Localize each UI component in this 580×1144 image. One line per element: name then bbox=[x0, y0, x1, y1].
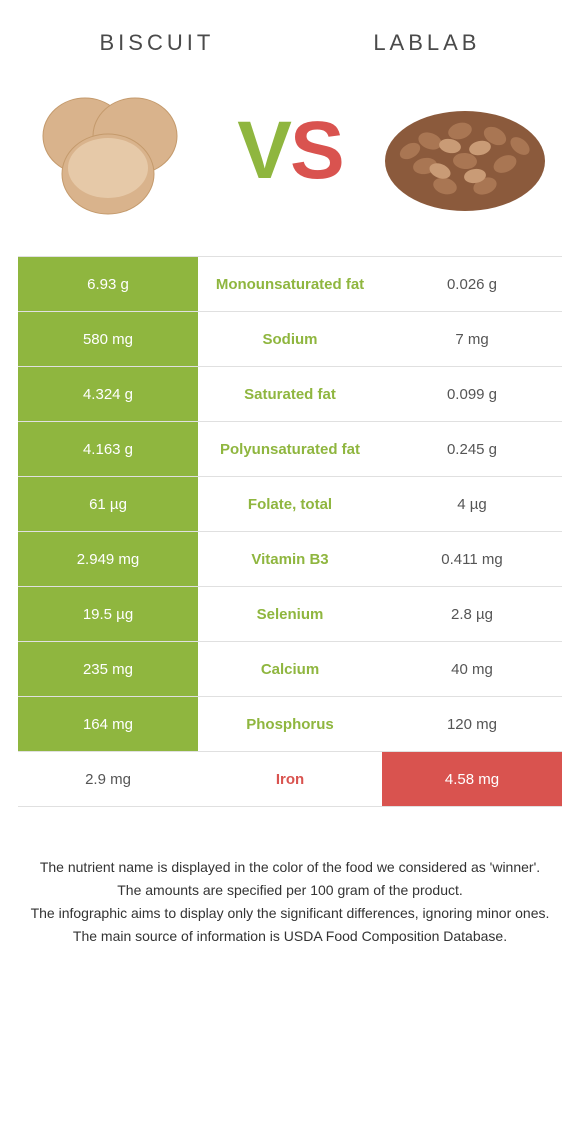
cell-right-value: 0.245 g bbox=[382, 422, 562, 476]
cell-left-value: 235 mg bbox=[18, 642, 198, 696]
cell-right-value: 0.099 g bbox=[382, 367, 562, 421]
table-row: 4.163 gPolyunsaturated fat0.245 g bbox=[18, 422, 562, 477]
table-row: 61 µgFolate, total4 µg bbox=[18, 477, 562, 532]
footnote-line: The infographic aims to display only the… bbox=[28, 903, 552, 924]
footnote-line: The amounts are specified per 100 gram o… bbox=[28, 880, 552, 901]
header: BISCUIT LABLAB bbox=[0, 0, 580, 66]
cell-left-value: 164 mg bbox=[18, 697, 198, 751]
cell-right-value: 2.8 µg bbox=[382, 587, 562, 641]
table-row: 4.324 gSaturated fat0.099 g bbox=[18, 367, 562, 422]
title-right: LABLAB bbox=[373, 30, 480, 56]
table-row: 19.5 µgSelenium2.8 µg bbox=[18, 587, 562, 642]
cell-nutrient-label: Monounsaturated fat bbox=[198, 257, 382, 311]
table-row: 164 mgPhosphorus120 mg bbox=[18, 697, 562, 752]
cell-right-value: 40 mg bbox=[382, 642, 562, 696]
title-left: BISCUIT bbox=[100, 30, 215, 56]
biscuit-image bbox=[30, 86, 200, 216]
cell-right-value: 120 mg bbox=[382, 697, 562, 751]
cell-left-value: 580 mg bbox=[18, 312, 198, 366]
table-row: 580 mgSodium7 mg bbox=[18, 312, 562, 367]
vs-v: V bbox=[237, 105, 290, 196]
cell-nutrient-label: Selenium bbox=[198, 587, 382, 641]
cell-right-value: 0.411 mg bbox=[382, 532, 562, 586]
table-row: 2.9 mgIron4.58 mg bbox=[18, 752, 562, 807]
table-row: 6.93 gMonounsaturated fat0.026 g bbox=[18, 257, 562, 312]
table-row: 2.949 mgVitamin B30.411 mg bbox=[18, 532, 562, 587]
cell-nutrient-label: Sodium bbox=[198, 312, 382, 366]
cell-nutrient-label: Phosphorus bbox=[198, 697, 382, 751]
cell-left-value: 2.9 mg bbox=[18, 752, 198, 806]
vs-s: S bbox=[290, 105, 343, 196]
cell-nutrient-label: Saturated fat bbox=[198, 367, 382, 421]
footnotes: The nutrient name is displayed in the co… bbox=[0, 807, 580, 947]
cell-nutrient-label: Iron bbox=[198, 752, 382, 806]
cell-nutrient-label: Vitamin B3 bbox=[198, 532, 382, 586]
cell-right-value: 4 µg bbox=[382, 477, 562, 531]
cell-nutrient-label: Polyunsaturated fat bbox=[198, 422, 382, 476]
lablab-image bbox=[380, 86, 550, 216]
cell-right-value: 0.026 g bbox=[382, 257, 562, 311]
comparison-table: 6.93 gMonounsaturated fat0.026 g580 mgSo… bbox=[18, 256, 562, 807]
images-row: VS bbox=[0, 66, 580, 256]
footnote-line: The nutrient name is displayed in the co… bbox=[28, 857, 552, 878]
cell-left-value: 4.324 g bbox=[18, 367, 198, 421]
cell-nutrient-label: Calcium bbox=[198, 642, 382, 696]
cell-left-value: 4.163 g bbox=[18, 422, 198, 476]
cell-left-value: 6.93 g bbox=[18, 257, 198, 311]
vs-label: VS bbox=[237, 104, 342, 198]
cell-left-value: 61 µg bbox=[18, 477, 198, 531]
cell-left-value: 2.949 mg bbox=[18, 532, 198, 586]
cell-left-value: 19.5 µg bbox=[18, 587, 198, 641]
footnote-line: The main source of information is USDA F… bbox=[28, 926, 552, 947]
cell-right-value: 4.58 mg bbox=[382, 752, 562, 806]
table-row: 235 mgCalcium40 mg bbox=[18, 642, 562, 697]
cell-nutrient-label: Folate, total bbox=[198, 477, 382, 531]
cell-right-value: 7 mg bbox=[382, 312, 562, 366]
